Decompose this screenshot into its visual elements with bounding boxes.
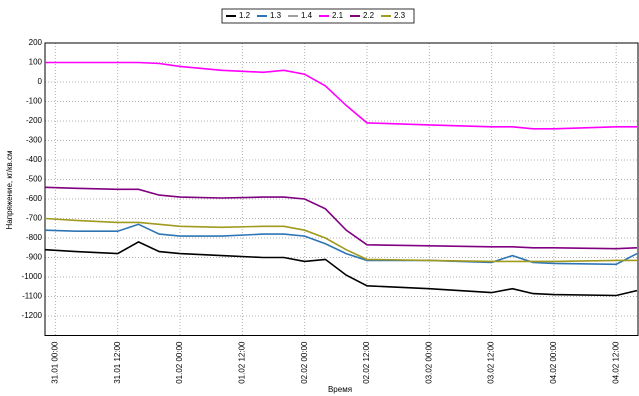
legend-label: 1.2: [239, 11, 251, 20]
y-tick-label: -400: [26, 155, 43, 164]
y-tick-label: -300: [26, 136, 43, 145]
x-tick-label: 04.02 00:00: [549, 341, 558, 384]
legend-label: 2.2: [363, 11, 375, 20]
y-tick-label: -1200: [22, 311, 43, 320]
y-tick-label: -200: [26, 116, 43, 125]
y-tick-label: 0: [38, 77, 43, 86]
y-tick-label: 100: [29, 58, 43, 67]
y-tick-label: -1100: [22, 292, 42, 301]
legend-box: [221, 8, 415, 24]
series-line: [44, 241, 638, 297]
y-tick-label: -900: [26, 253, 43, 262]
y-tick-label: -500: [26, 175, 43, 184]
x-tick-label: 04.02 12:00: [611, 341, 620, 384]
legend-label: 2.1: [332, 11, 344, 20]
x-tick-label: 03.02 12:00: [487, 341, 496, 384]
x-tick-label: 03.02 00:00: [424, 341, 433, 384]
x-tick-label: 01.02 00:00: [175, 341, 184, 384]
series-line: [44, 186, 638, 250]
x-axis-label: Время: [328, 385, 352, 394]
y-tick-label: -1000: [22, 272, 43, 281]
x-tick-label: 01.02 12:00: [237, 341, 246, 384]
y-axis-label: Напряжение, кг/кв.см: [5, 151, 14, 230]
plot-border: [44, 42, 639, 336]
y-tick-label: -600: [26, 194, 43, 203]
x-tick-label: 31.01 12:00: [113, 341, 122, 384]
legend-label: 1.3: [270, 11, 282, 20]
y-tick-label: -700: [26, 214, 43, 223]
y-tick-label: -800: [26, 233, 43, 242]
x-tick-label: 31.01 00:00: [50, 341, 59, 384]
legend-label: 1.4: [301, 11, 313, 20]
y-tick-label: -100: [26, 97, 43, 106]
y-tick-label: 200: [29, 38, 43, 47]
x-tick-label: 02.02 00:00: [300, 341, 309, 384]
series-line: [45, 61, 637, 130]
x-tick-label: 02.02 12:00: [362, 341, 371, 384]
series-line: [44, 217, 637, 263]
legend-label: 2.3: [394, 11, 406, 20]
